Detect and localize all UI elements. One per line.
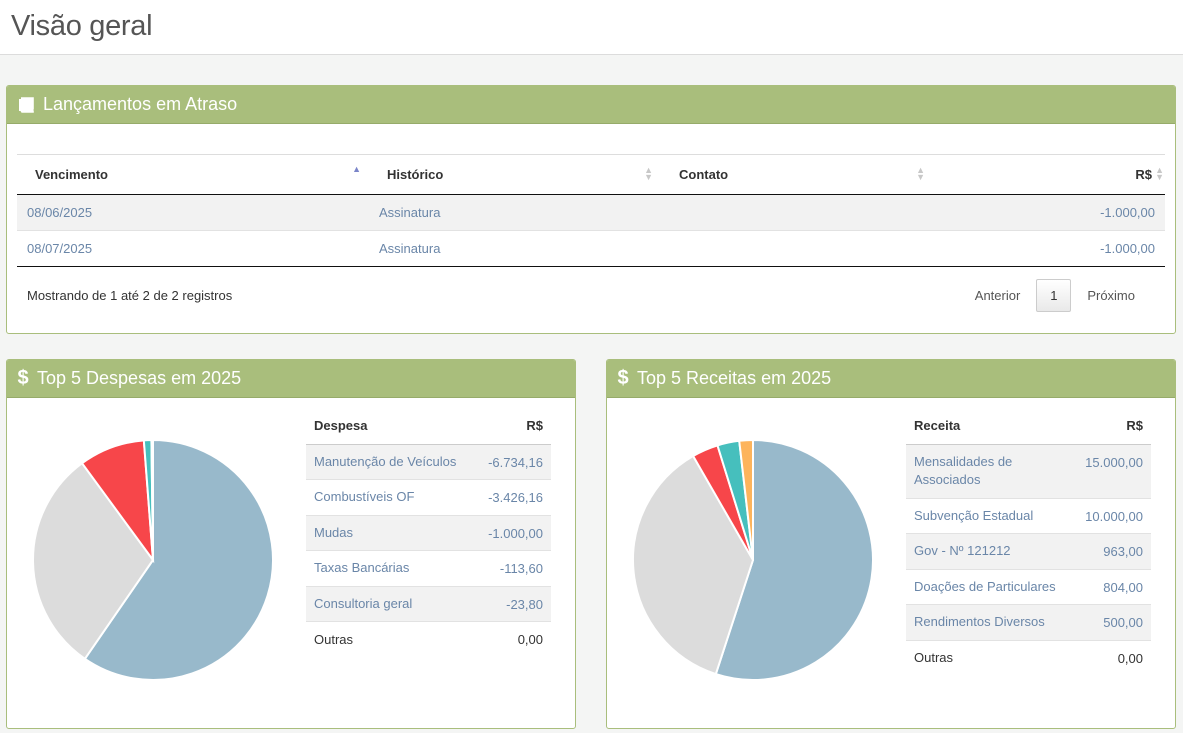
page-header: Visão geral	[0, 0, 1183, 55]
pie-slice[interactable]	[738, 438, 754, 561]
sort-both-icon: ▲ ▼	[1155, 165, 1164, 182]
pagination-previous[interactable]: Anterior	[974, 288, 1021, 303]
dollar-icon: $	[617, 367, 629, 389]
sort-asc-icon: ▲	[352, 164, 361, 174]
cell-historico[interactable]: Assinatura	[369, 194, 661, 231]
revenues-pie-chart	[632, 438, 874, 681]
expense-name[interactable]: Taxas Bancárias	[306, 550, 476, 587]
revenue-name[interactable]: Gov - Nº 121212	[906, 533, 1078, 570]
table-top-border	[17, 154, 1165, 155]
list-item[interactable]: Mensalidades de Associados 15.000,00	[906, 444, 1151, 499]
revenues-panel-title: Top 5 Receitas em 2025	[637, 368, 832, 388]
col-valor: R$	[1077, 408, 1151, 445]
table-row[interactable]: 08/06/2025 Assinatura -1.000,00	[17, 194, 1165, 231]
pagination-page-1[interactable]: 1	[1036, 279, 1072, 312]
revenue-value: 0,00	[1117, 650, 1143, 666]
cell-historico[interactable]: Assinatura	[369, 230, 661, 267]
overdue-panel-heading: Lançamentos em Atraso	[7, 86, 1175, 124]
cell-contato[interactable]	[661, 194, 933, 231]
pie-slice[interactable]	[150, 438, 154, 561]
pie-slice[interactable]	[83, 438, 274, 681]
revenues-panel: $ Top 5 Receitas em 2025 Receita R$ Mens…	[606, 359, 1176, 729]
cell-vencimento[interactable]: 08/07/2025	[17, 230, 369, 267]
expense-value: -6.734,16	[475, 444, 551, 480]
revenue-value: 15.000,00	[1077, 444, 1151, 499]
list-item[interactable]: Subvenção Estadual 10.000,00	[906, 498, 1151, 534]
cell-valor[interactable]: -1.000,00	[933, 194, 1165, 231]
revenue-value: 963,00	[1077, 533, 1151, 570]
expense-name: Outras	[314, 631, 354, 647]
cell-contato[interactable]	[661, 230, 933, 267]
pagination: Anterior 1 Próximo	[959, 279, 1151, 312]
col-valor: R$	[475, 408, 551, 445]
revenue-value: 804,00	[1077, 569, 1151, 605]
pie-slice[interactable]	[32, 461, 155, 661]
expense-value: 0,00	[517, 632, 543, 647]
revenues-panel-heading: $ Top 5 Receitas em 2025	[607, 360, 1175, 398]
col-historico[interactable]: Histórico ▲ ▼	[369, 155, 661, 195]
list-item[interactable]: Combustíveis OF -3.426,16	[306, 479, 551, 516]
overdue-panel: Lançamentos em Atraso Vencimento ▲ Histó…	[6, 85, 1176, 334]
list-item[interactable]: Doações de Particulares 804,00	[906, 569, 1151, 605]
expenses-table: Despesa R$ Manutenção de Veículos -6.734…	[306, 408, 551, 657]
expenses-panel: $ Top 5 Despesas em 2025 Despesa R$ Manu…	[6, 359, 576, 729]
overdue-table: Vencimento ▲ Histórico ▲ ▼ Contato ▲ ▼ R$ …	[17, 155, 1165, 267]
cell-vencimento[interactable]: 08/06/2025	[17, 194, 369, 231]
list-item[interactable]: Mudas -1.000,00	[306, 515, 551, 551]
revenue-value: 10.000,00	[1077, 498, 1151, 534]
col-receita: Receita	[906, 408, 1078, 445]
revenue-name: Outras	[914, 650, 954, 665]
expense-name[interactable]: Mudas	[306, 515, 476, 551]
expense-value: -23,80	[475, 586, 551, 622]
revenue-name[interactable]: Rendimentos Diversos	[906, 604, 1078, 641]
pie-slice[interactable]	[632, 454, 755, 676]
book-icon	[17, 96, 35, 113]
expenses-panel-title: Top 5 Despesas em 2025	[37, 368, 242, 388]
expense-value: -3.426,16	[475, 479, 551, 516]
list-item[interactable]: Gov - Nº 121212 963,00	[906, 533, 1151, 570]
list-item[interactable]: Consultoria geral -23,80	[306, 586, 551, 622]
page-title: Visão geral	[11, 10, 153, 42]
cell-valor[interactable]: -1.000,00	[933, 230, 1165, 267]
col-despesa: Despesa	[306, 408, 476, 445]
expense-name[interactable]: Combustíveis OF	[306, 479, 476, 516]
list-item: Outras 0,00	[306, 622, 551, 658]
table-row[interactable]: 08/07/2025 Assinatura -1.000,00	[17, 230, 1165, 267]
col-contato[interactable]: Contato ▲ ▼	[661, 155, 933, 195]
expense-value: -1.000,00	[475, 515, 551, 551]
list-item: Outras 0,00	[906, 640, 1151, 676]
expense-value: -113,60	[475, 550, 551, 587]
list-item[interactable]: Taxas Bancárias -113,60	[306, 550, 551, 587]
sort-both-icon: ▲ ▼	[916, 165, 925, 182]
list-item[interactable]: Rendimentos Diversos 500,00	[906, 604, 1151, 641]
expense-name[interactable]: Manutenção de Veículos	[306, 444, 476, 480]
revenue-name[interactable]: Doações de Particulares	[906, 569, 1078, 605]
list-item[interactable]: Manutenção de Veículos -6.734,16	[306, 444, 551, 480]
pagination-next[interactable]: Próximo	[1087, 288, 1135, 303]
col-vencimento[interactable]: Vencimento ▲	[17, 155, 369, 195]
revenue-name[interactable]: Subvenção Estadual	[906, 498, 1078, 534]
expenses-pie-chart	[32, 438, 274, 681]
sort-both-icon: ▲ ▼	[644, 165, 653, 182]
expense-name[interactable]: Consultoria geral	[306, 586, 476, 622]
dollar-icon: $	[17, 367, 29, 389]
col-valor[interactable]: R$ ▲ ▼	[933, 155, 1165, 195]
table-info: Mostrando de 1 até 2 de 2 registros	[27, 288, 233, 303]
revenue-value: 500,00	[1077, 604, 1151, 641]
revenue-name[interactable]: Mensalidades de Associados	[906, 444, 1078, 499]
revenues-table: Receita R$ Mensalidades de Associados 15…	[906, 408, 1151, 676]
expenses-panel-heading: $ Top 5 Despesas em 2025	[7, 360, 575, 398]
overdue-panel-title: Lançamentos em Atraso	[43, 94, 238, 114]
pie-slice[interactable]	[714, 438, 874, 681]
